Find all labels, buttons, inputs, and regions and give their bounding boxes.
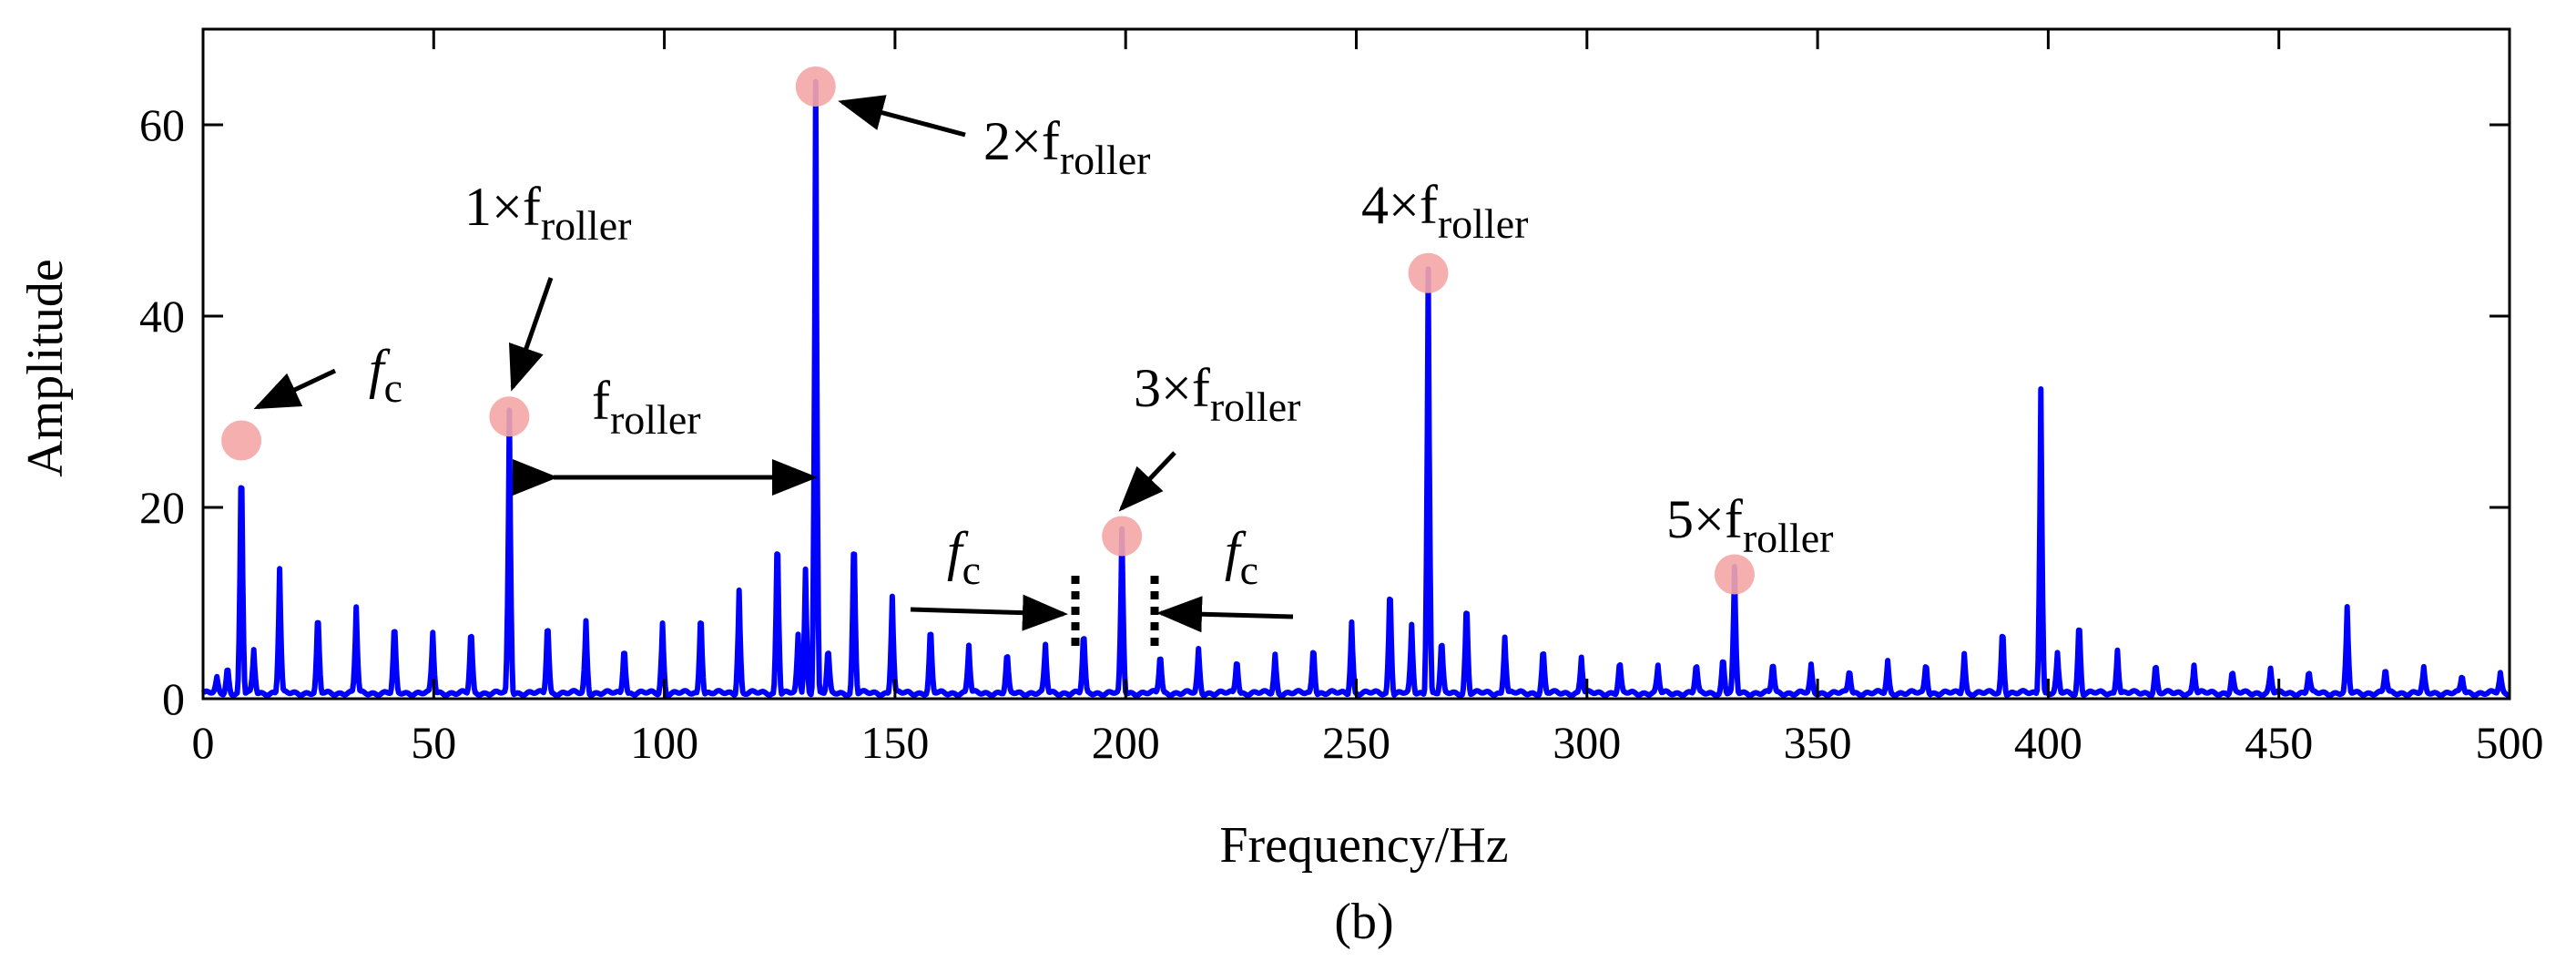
y-tick-label: 20	[139, 482, 185, 533]
annotation-fc-1: fc	[369, 339, 402, 411]
x-tick-label: 450	[2245, 717, 2313, 768]
annotations: fc 1×froller froller 2×froller 3×froller…	[253, 95, 1833, 651]
y-axis-label: Amplitude	[17, 259, 74, 477]
annotation-fc-right: fc	[1225, 521, 1258, 593]
arrow-1x-froller	[508, 277, 554, 392]
y-tick-label: 40	[139, 291, 185, 342]
x-tick-label: 100	[630, 717, 698, 768]
annotation-3x-froller: 3×froller	[1134, 358, 1300, 430]
x-tick-label: 150	[860, 717, 929, 768]
y-tick-label: 0	[162, 673, 185, 724]
x-tick-label: 0	[192, 717, 215, 768]
annotation-5x-froller: 5×froller	[1666, 489, 1833, 561]
arrow-fc-1	[253, 368, 337, 410]
highlight-point-5	[1408, 252, 1449, 293]
spectrum-series	[200, 78, 2511, 699]
annotation-2x-froller: 2×froller	[983, 111, 1150, 183]
x-tick-label: 500	[2476, 717, 2544, 768]
x-tick-label: 300	[1553, 717, 1621, 768]
x-tick-label: 50	[411, 717, 456, 768]
annotation-1x-froller: 1×froller	[464, 177, 631, 249]
highlight-point-1	[221, 420, 262, 461]
highlight-point-2	[489, 396, 530, 437]
arrow-2x-froller	[838, 95, 966, 138]
highlight-point-3	[795, 67, 836, 107]
annotation-4x-froller: 4×froller	[1361, 175, 1528, 247]
x-tick-label: 250	[1322, 717, 1390, 768]
x-tick-label: 350	[1784, 717, 1852, 768]
highlight-point-4	[1102, 516, 1143, 557]
x-tick-label: 400	[2014, 717, 2082, 768]
annotation-fc-left: fc	[947, 521, 981, 593]
y-tick-label: 60	[139, 99, 185, 150]
arrow-fc-left	[910, 594, 1068, 631]
arrow-3x-froller	[1118, 451, 1176, 512]
annotation-froller-spacing: froller	[592, 371, 701, 443]
highlight-point-6	[1714, 554, 1755, 595]
x-tick-label: 200	[1092, 717, 1160, 768]
arrow-fc-right	[1156, 596, 1294, 633]
x-axis-label: Frequency/Hz	[1219, 817, 1508, 874]
figure-caption: (b)	[1334, 894, 1393, 950]
plot-frame	[201, 27, 2511, 701]
